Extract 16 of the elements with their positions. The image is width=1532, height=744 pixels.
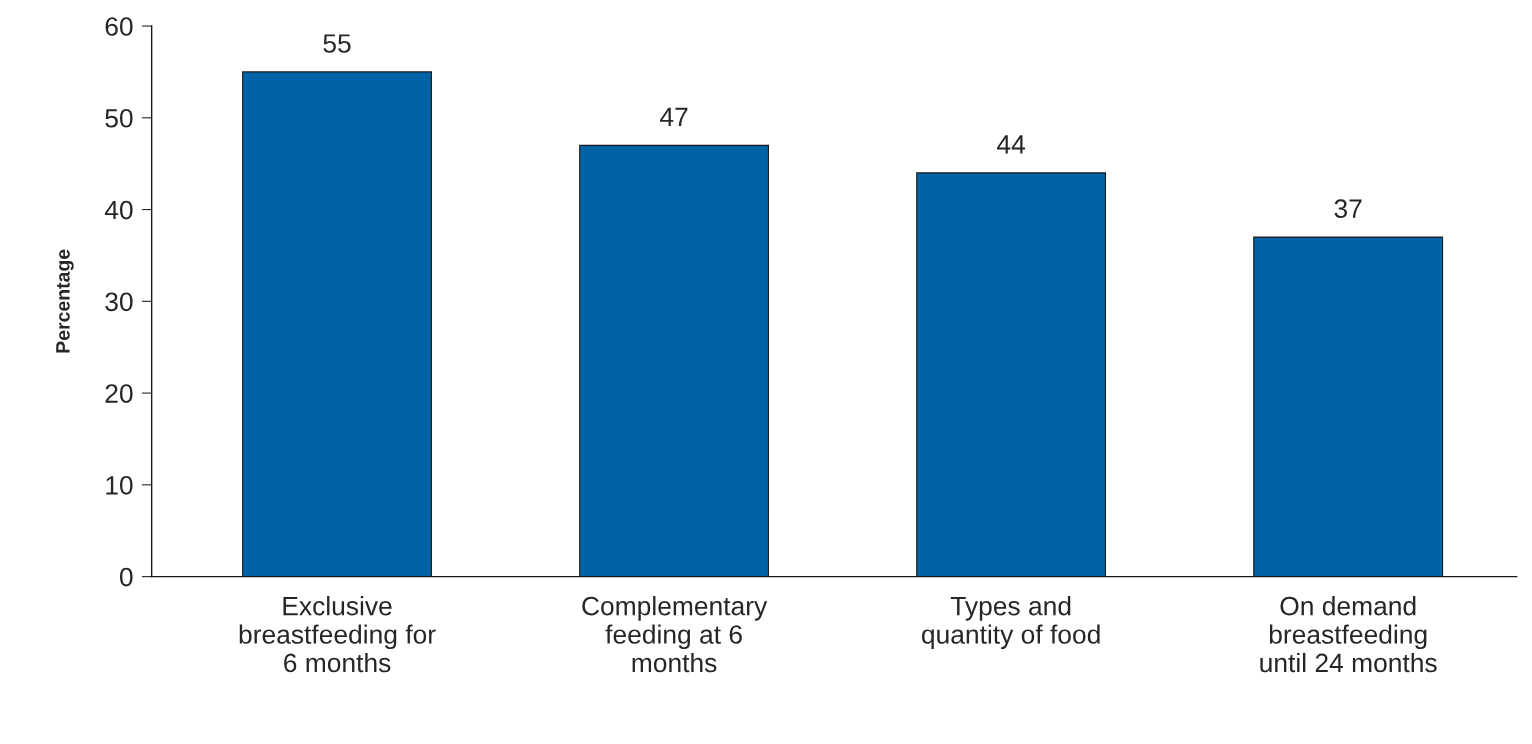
data-label: 44 <box>997 135 1026 154</box>
y-tick-label: 40 <box>104 200 133 220</box>
y-tick-label: 0 <box>119 567 133 587</box>
x-tick-label: On demand breastfeeding until 24 months <box>1260 596 1437 673</box>
y-tick-label: 30 <box>105 292 133 312</box>
x-tick-label: Complementary feeding at 6 months <box>582 596 768 673</box>
y-axis-title: Percentage <box>56 249 74 353</box>
data-label: 37 <box>1334 199 1362 218</box>
data-label: 55 <box>323 34 351 53</box>
x-tick-label: Types and quantity of food <box>922 596 1100 650</box>
y-tick-label: 10 <box>106 475 133 495</box>
x-tick-label: Exclusive breastfeeding for 6 months <box>239 596 436 673</box>
y-tick-label: 20 <box>105 384 133 403</box>
data-label: 47 <box>660 107 688 126</box>
y-tick-label: 50 <box>105 108 133 128</box>
y-tick-label: 60 <box>105 17 133 36</box>
